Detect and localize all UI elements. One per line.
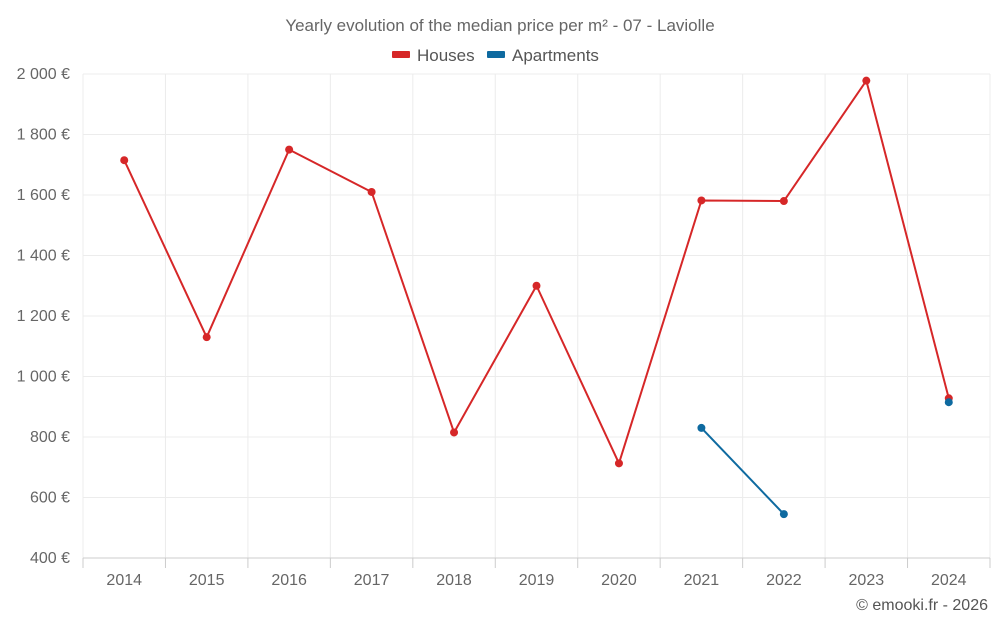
x-tick-label: 2015	[189, 572, 225, 589]
legend-swatch-houses	[392, 51, 410, 58]
x-tick-label: 2021	[684, 572, 720, 589]
y-tick-label: 2 000 €	[17, 66, 70, 83]
chart-title: Yearly evolution of the median price per…	[285, 16, 714, 35]
houses-point[interactable]	[779, 197, 788, 206]
legend-item-apartments[interactable]: Apartments	[487, 46, 599, 65]
houses-point[interactable]	[532, 281, 541, 290]
series-group	[120, 76, 953, 519]
y-tick-label: 1 600 €	[17, 187, 70, 204]
x-tick-label: 2023	[849, 572, 885, 589]
legend-swatch-apartments	[487, 51, 505, 58]
houses-point[interactable]	[285, 145, 294, 154]
y-tick-label: 600 €	[30, 490, 70, 507]
credit-text: © emooki.fr - 2026	[856, 597, 988, 614]
legend-label-apartments: Apartments	[512, 46, 599, 65]
y-tick-label: 1 400 €	[17, 248, 70, 265]
houses-point[interactable]	[120, 156, 129, 165]
x-tick-label: 2019	[519, 572, 555, 589]
apartments-line	[700, 427, 785, 515]
series-houses	[120, 76, 953, 468]
houses-point[interactable]	[862, 76, 871, 85]
x-tick-label: 2014	[106, 572, 142, 589]
y-axis: 400 € 600 € 800 € 1 000 € 1 200 € 1 400 € 1 60…	[17, 66, 70, 567]
legend-item-houses[interactable]: Houses	[392, 46, 475, 65]
x-tick-label: 2018	[436, 572, 472, 589]
x-tick-label: 2020	[601, 572, 637, 589]
houses-point[interactable]	[202, 333, 211, 342]
y-tick-label: 800 €	[30, 429, 70, 446]
x-tick-label: 2022	[766, 572, 802, 589]
houses-point[interactable]	[614, 459, 623, 468]
apartments-point[interactable]	[779, 510, 788, 519]
x-tick-label: 2016	[271, 572, 307, 589]
apartments-point[interactable]	[944, 398, 953, 407]
y-tick-label: 400 €	[30, 550, 70, 567]
gridlines	[82, 73, 991, 558]
y-tick-label: 1 200 €	[17, 308, 70, 325]
houses-point[interactable]	[450, 428, 459, 437]
x-tick-label: 2024	[931, 572, 967, 589]
x-tick-label: 2017	[354, 572, 390, 589]
apartments-point[interactable]	[697, 423, 706, 432]
y-tick-label: 1 800 €	[17, 127, 70, 144]
y-tick-label: 1 000 €	[17, 369, 70, 386]
houses-point[interactable]	[697, 196, 706, 205]
legend-label-houses: Houses	[417, 46, 475, 65]
legend[interactable]: Houses Apartments	[392, 46, 599, 65]
houses-point[interactable]	[367, 187, 376, 196]
x-axis: 2014 2015 2016 2017 2018 2019 2020 2021 2022 2023…	[82, 557, 991, 589]
series-apartments	[697, 398, 953, 519]
